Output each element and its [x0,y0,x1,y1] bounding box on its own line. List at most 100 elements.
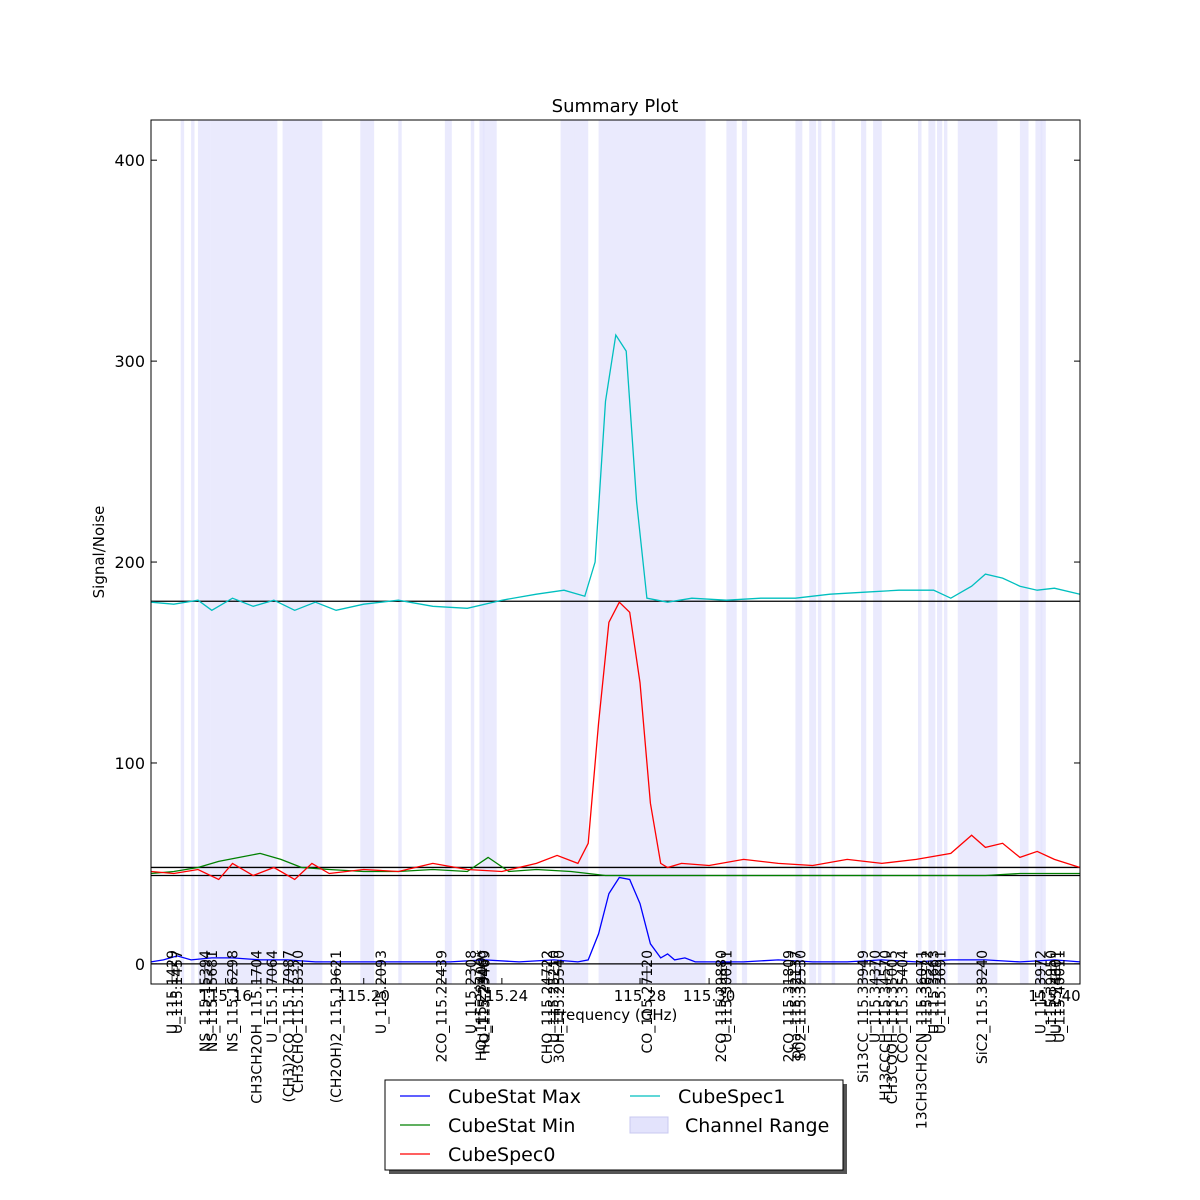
line-marker-label: CH3COOH_115.35005 [885,950,901,1104]
y-tick-label: 0 [135,955,145,974]
y-axis-label: Signal/Noise [90,506,108,599]
line-marker-label: (CH2OH)2_115.19621 [329,950,345,1103]
line-marker-label: U_115.23460 [476,950,492,1043]
chart-title: Summary Plot [552,96,679,117]
line-marker-label: U_115.30011 [719,950,735,1043]
y-tick-label: 100 [114,754,145,773]
y-tick-label: 200 [114,553,145,572]
line-marker-label: U_115.17064 [265,950,281,1043]
series-line-cubestat-max [150,876,1081,963]
channel-range-band [918,120,922,984]
x-tick-label: 115.20 [337,987,390,1005]
line-marker-label: SO2_115.32530 [794,950,810,1062]
line-marker-label: (CH3)2CO_115.17987 [281,950,297,1103]
line-marker-label: U_115.3663 [927,950,943,1034]
channel-range-band [741,120,748,984]
channel-range-band [286,120,323,984]
x-axis-label: Frequency (GHz) [553,1006,678,1024]
line-marker-label: HO_115.23409* [474,950,490,1061]
legend-label: CubeSpec0 [448,1144,555,1166]
line-marker-label: CHO_115.24722 [540,950,556,1064]
line-marker-label: U_115.2308 [464,950,480,1034]
legend-label: CubeSpec1 [678,1086,785,1108]
channel-range-band [943,120,948,984]
line-marker-label: CH3CHO_115.18320 [291,950,307,1093]
legend-swatch [629,1116,669,1134]
channel-range-band [831,120,836,984]
channel-range-band [1040,120,1046,984]
channel-range-band [957,120,998,984]
line-marker-label: SiC2_115.38240 [975,950,991,1064]
y-ticks: 0 100 200 300 400 [114,151,1080,974]
line-marker-label: CCO_115.35404 [895,950,911,1063]
axes-frame [150,119,1081,985]
legend-label: CubeStat Min [448,1115,575,1137]
y-tick-label: 400 [114,151,145,170]
legend-items: CubeStat Max CubeStat Min CubeSpec0 CubeSpe… [400,1086,829,1166]
line-marker-label: U_115.34370 [868,950,884,1043]
channel-range-band [479,120,485,984]
line-marker-label: NS_115.16298 [226,950,242,1052]
x-tick-label: 115.16 [199,987,252,1005]
legend-label: Channel Range [685,1115,829,1137]
series-line-cubespec1 [150,333,1081,612]
channel-range-band [817,120,822,984]
channel-range-band [809,120,817,984]
channel-range-band [1019,120,1029,984]
line-marker-label: U_115.36322 [920,950,936,1043]
line-marker-label: U_115.4001 [1049,950,1065,1034]
x-tick-label: 115.40 [1028,987,1081,1005]
x-ticks: 115.16 115.20 115.24 115.28 115.30 115.40 [199,978,1081,1005]
x-tick-label: 115.28 [614,987,667,1005]
channel-range-band [470,120,475,984]
line-marker-label: CH3CH2OH_115.1704 [250,950,266,1104]
legend: CubeStat Max CubeStat Min CubeSpec0 CubeSpe… [384,1079,847,1174]
x-tick-label: 115.30 [683,987,736,1005]
channel-range-band [444,120,452,984]
legend-label: CubeStat Max [448,1086,581,1108]
channel-range-band [560,120,575,984]
channel-range-band [574,120,589,984]
line-marker-label: HO_115.23469 [478,950,494,1054]
line-marker-label: 2CO_115.22439 [434,950,450,1062]
channel-range-band [861,120,867,984]
channel-range-band [210,120,278,984]
line-marker-label: 13CH3CH2CN_115.36071 [914,950,930,1129]
line-marker-label: H13CCCH_115.34570 [878,950,894,1101]
channel-range-band [191,120,195,984]
channel-range-band [873,120,882,984]
channel-range-band [726,120,737,984]
channel-range-band [360,120,375,984]
line-marker-label: CO_115.27120 [640,950,656,1054]
series-line-cubespec0 [150,601,1081,881]
line-marker-label: 2CO_115.31809 [782,950,798,1062]
line-marker-label: U_115.40011 [1053,950,1069,1043]
legend-box [384,1079,844,1171]
line-marker-label: NS_115.15394 [198,950,214,1052]
series-lines [150,333,1081,963]
line-marker-label: NS_115.15681 [205,950,221,1052]
line-marker-label: U_115.2093 [374,950,390,1034]
channel-range-band [937,120,943,984]
channel-range-band [598,120,706,984]
channel-range-band [928,120,936,984]
channel-range-band [482,120,497,984]
line-marker-label: 3OH_115.25540 [552,950,568,1063]
channel-range-band [398,120,402,984]
channel-ranges [180,120,1046,984]
channel-range-band [282,120,287,984]
line-marker-label: U_115.3691 [933,950,949,1034]
line-marker-label: Si13CC_115.33949 [856,950,872,1083]
channel-range-band [1035,120,1043,984]
y-tick-label: 300 [114,352,145,371]
line-marker-label: U_115.1457 [170,950,186,1034]
line-marker-label: U_115.3972 [1034,950,1050,1034]
series-line-cubestat-min [150,852,1080,877]
channel-range-band [197,120,211,984]
x-tick-label: 115.24 [476,987,529,1005]
channel-range-band [795,120,803,984]
channel-range-band [180,120,185,984]
